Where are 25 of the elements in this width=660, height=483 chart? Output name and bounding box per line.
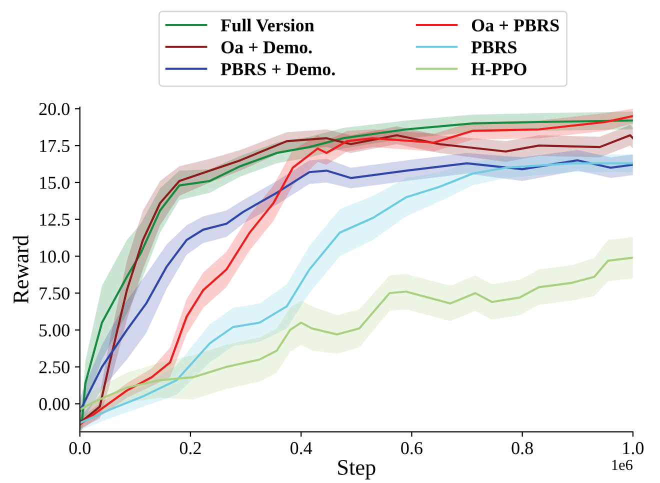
legend-label: Oa + Demo. <box>221 41 312 54</box>
x-axis-title: Step <box>338 460 376 480</box>
y-tick-label: 17.5 <box>40 140 70 152</box>
legend-label: Full Version <box>220 18 314 32</box>
x-tick-label: 0.8 <box>512 442 533 454</box>
legend-label: Oa + PBRS <box>472 19 559 32</box>
x-tick-label: 0.2 <box>180 442 201 454</box>
legend-label: PBRS <box>471 41 516 54</box>
text: 1e6 <box>612 460 632 470</box>
y-tick-label: 20.0 <box>39 102 70 116</box>
y-tick-label: 2.50 <box>39 361 70 374</box>
y-axis-title: Reward <box>12 235 28 304</box>
y-tick-label: 10.0 <box>40 250 70 263</box>
legend-label: H-PPO <box>471 63 526 76</box>
x-tick-label: 0.4 <box>290 442 312 454</box>
y-tick-label: 7.50 <box>40 287 70 300</box>
legend-label: PBRS + Demo. <box>220 63 335 76</box>
y-tick-label: 12.5 <box>40 214 70 226</box>
x-tick-label: 0.0 <box>69 442 90 454</box>
y-tick-label: 5.00 <box>40 324 70 337</box>
x-tick-label: 1.0 <box>623 442 644 454</box>
y-tick-label: 0.00 <box>39 398 70 410</box>
line-series <box>80 256 633 411</box>
x-tick-label: 0.6 <box>401 442 422 454</box>
y-tick-label: 15.0 <box>40 176 70 189</box>
